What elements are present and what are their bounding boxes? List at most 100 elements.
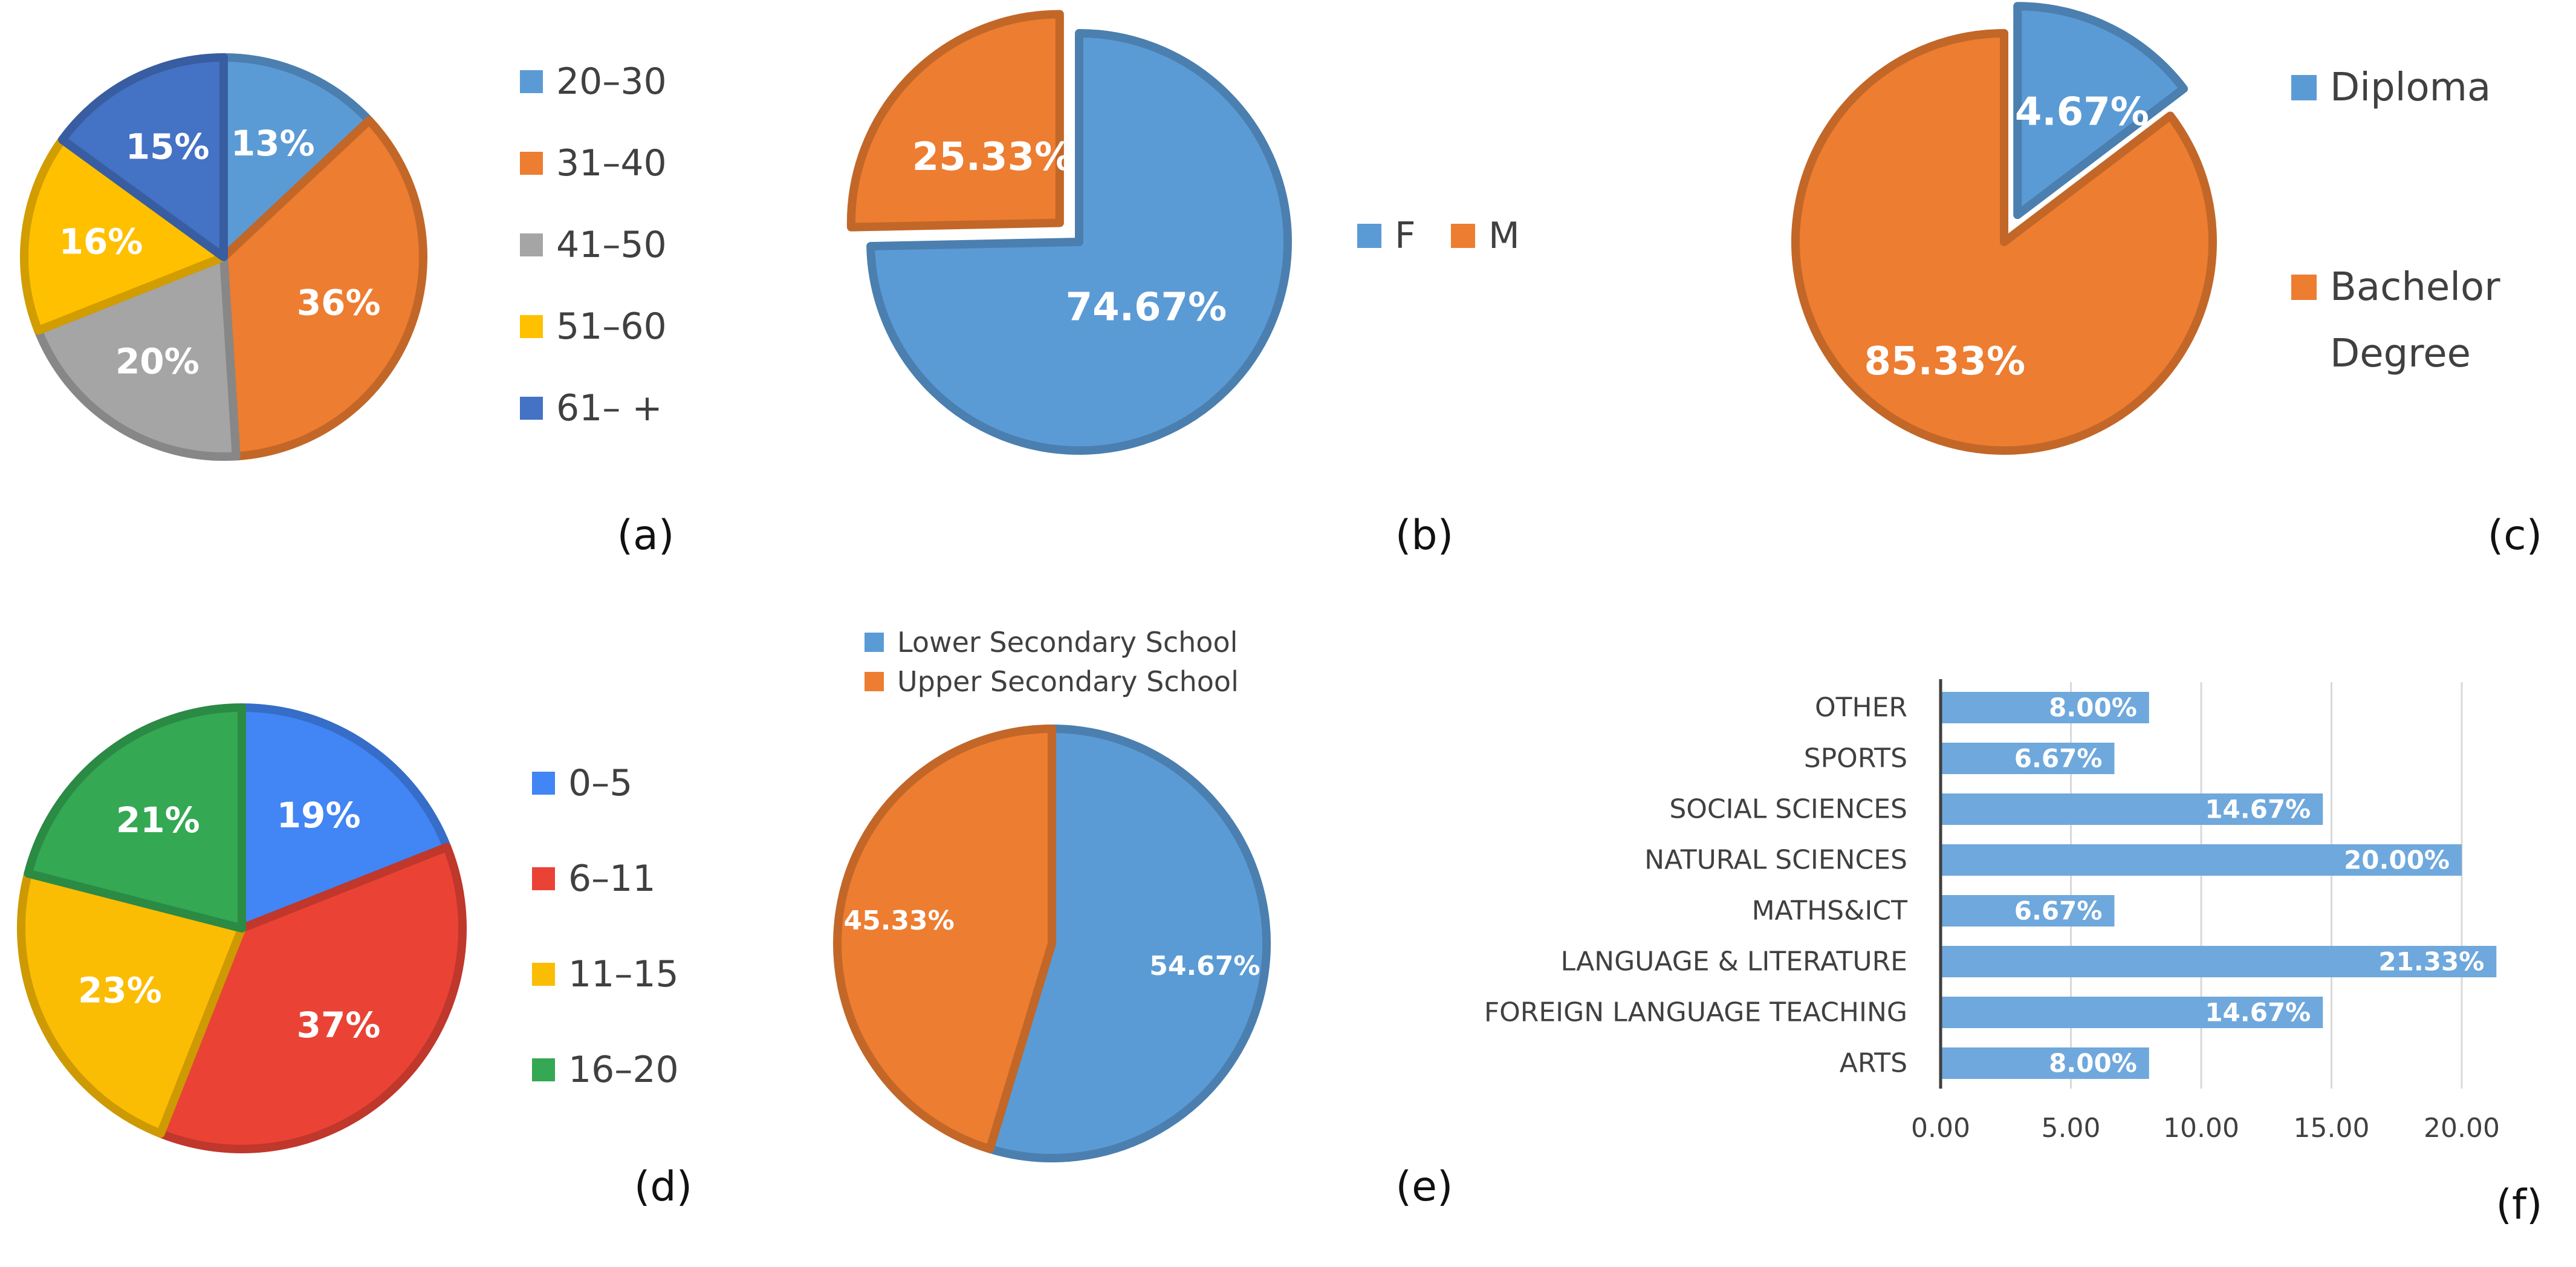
legend-swatch-upper-secondary-school — [865, 672, 884, 691]
legend-swatch-16-20 — [532, 1058, 555, 1081]
bar-foreign-language-teaching — [1941, 997, 2323, 1028]
legend-swatch-41-50 — [520, 233, 543, 256]
pie-chart-gender: 74.67% 25.33% F M (b) — [846, 10, 1520, 559]
pie-slice-upper-secondary-school — [832, 725, 1056, 1153]
legend-swatch-f — [1357, 224, 1381, 248]
category-label: SPORTS — [1804, 743, 1907, 774]
legend-swatch-61 — [520, 397, 543, 420]
pie-slice-m — [846, 10, 1064, 232]
data-label: 20% — [115, 341, 200, 382]
legend-label-bachelor-degree: Bachelor Degree — [2330, 265, 2500, 376]
bar-sports — [1941, 743, 2115, 774]
bar-maths-ict — [1941, 895, 2115, 927]
data-label: 37% — [297, 1005, 381, 1046]
pie-slice-6-11 — [156, 842, 467, 1153]
legend-swatch-51-60 — [520, 315, 543, 338]
bar-language-literature — [1941, 946, 2497, 977]
legend-swatch-0-5 — [532, 772, 555, 795]
legend-label-0-5: 0–5 — [568, 762, 632, 804]
pie-slice-61 — [58, 53, 228, 261]
pie-slice-0-5 — [238, 703, 452, 933]
x-tick-label: 5.00 — [2042, 1113, 2101, 1144]
pie-chart-experience: 19% 37% 23% 21% 0–5 6–11 11–15 16–20 (d) — [17, 703, 692, 1211]
legend-label-16-20: 16–20 — [568, 1049, 679, 1091]
bar-value-label: 8.00% — [2049, 1049, 2137, 1078]
bar-value-label: 6.67% — [2014, 744, 2103, 774]
pie-slice-41-50 — [34, 253, 241, 461]
legend-swatch-31-40 — [520, 152, 543, 175]
data-label: 25.33% — [912, 135, 1074, 180]
data-label: 45.33% — [844, 905, 955, 936]
legend-swatch-6-11 — [532, 867, 555, 890]
panel-label: (a) — [617, 512, 675, 559]
bar-value-label: 21.33% — [2378, 947, 2484, 977]
pie-slice-bachelor-degree — [1791, 29, 2217, 455]
pie-chart-age: 13% 36% 20% 16% 15% 20–30 31–40 41–50 51–60 61– +… — [20, 53, 675, 559]
legend-swatch-diploma — [2291, 75, 2317, 100]
data-label: 19% — [277, 795, 361, 836]
panel-label: (d) — [634, 1163, 692, 1211]
bar-social-sciences — [1941, 793, 2323, 825]
pie-slice-20-30 — [219, 53, 374, 261]
legend-swatch-m — [1451, 224, 1475, 248]
legend-label-m: M — [1488, 215, 1520, 257]
panel-label: (e) — [1396, 1163, 1453, 1211]
pie-slice-51-60 — [20, 135, 228, 335]
data-label: 23% — [78, 970, 162, 1011]
legend-label-61: 61– + — [556, 387, 663, 429]
pie-slice-16-20 — [24, 703, 246, 933]
bar-value-label: 20.00% — [2344, 845, 2450, 875]
x-tick-label: 10.00 — [2163, 1113, 2239, 1144]
legend-swatch-11-15 — [532, 963, 555, 986]
pie-slice-11-15 — [17, 869, 246, 1138]
x-tick-label: 15.00 — [2294, 1113, 2370, 1144]
x-tick-label: 20.00 — [2424, 1113, 2500, 1144]
legend-label-11-15: 11–15 — [568, 953, 679, 995]
data-label: 15% — [126, 126, 210, 168]
legend-label-f: F — [1395, 215, 1416, 257]
legend-swatch-lower-secondary-school — [865, 633, 884, 652]
pie-chart-school-level: 54.67% 45.33% Lower Secondary School Upper … — [832, 626, 1453, 1211]
data-label: 21% — [116, 800, 200, 841]
panel-label: (f) — [2496, 1181, 2543, 1229]
category-label: MATHS&ICT — [1752, 896, 1908, 927]
category-label: SOCIAL SCIENCES — [1669, 794, 1907, 825]
data-label: 14.67% — [1988, 90, 2149, 134]
bar-other — [1941, 692, 2149, 723]
legend-label-upper-secondary-school: Upper Secondary School — [897, 665, 1239, 698]
panel-label: (b) — [1395, 512, 1453, 559]
category-label: FOREIGN LANGUAGE TEACHING — [1484, 997, 1907, 1028]
panel-label: (c) — [2488, 512, 2542, 559]
legend-label-41-50: 41–50 — [556, 224, 667, 266]
legend-label-31-40: 31–40 — [556, 142, 667, 184]
legend-swatch-bachelor-degree — [2291, 275, 2317, 300]
data-label: 16% — [59, 221, 143, 262]
x-tick-label: 0.00 — [1911, 1113, 1970, 1144]
bar-arts — [1941, 1047, 2149, 1079]
pie-slice-diploma — [2013, 2, 2188, 220]
data-label: 85.33% — [1864, 339, 2026, 384]
pie-chart-education: 14.67% 85.33% Diploma Bachelor Degree (c) — [1791, 2, 2542, 559]
legend-label-6-11: 6–11 — [568, 858, 656, 900]
bar-value-label: 8.00% — [2049, 693, 2137, 723]
data-label: 54.67% — [1149, 951, 1260, 982]
legend-swatch-20-30 — [520, 70, 543, 93]
pie-slice-f — [866, 29, 1292, 455]
bar-natural-sciences — [1941, 844, 2462, 876]
pie-slice-31-40 — [219, 116, 427, 461]
legend-label-lower-secondary-school: Lower Secondary School — [897, 626, 1238, 659]
data-label: 74.67% — [1066, 285, 1227, 330]
category-label: NATURAL SCIENCES — [1644, 845, 1907, 876]
legend-label-20-30: 20–30 — [556, 60, 667, 103]
legend-label-51-60: 51–60 — [556, 305, 667, 348]
data-label: 36% — [297, 282, 381, 323]
bar-chart-subject: 0.00 5.00 10.00 15.00 20.00 8.00% OTHER 6.67% SP… — [1484, 679, 2543, 1229]
category-label: OTHER — [1815, 692, 1907, 723]
category-label: ARTS — [1840, 1048, 1907, 1079]
bar-value-label: 14.67% — [2205, 998, 2311, 1028]
legend-label-diploma: Diploma — [2330, 65, 2491, 110]
bar-value-label: 14.67% — [2205, 795, 2311, 824]
data-label: 13% — [231, 123, 315, 164]
bar-value-label: 6.67% — [2014, 896, 2103, 926]
